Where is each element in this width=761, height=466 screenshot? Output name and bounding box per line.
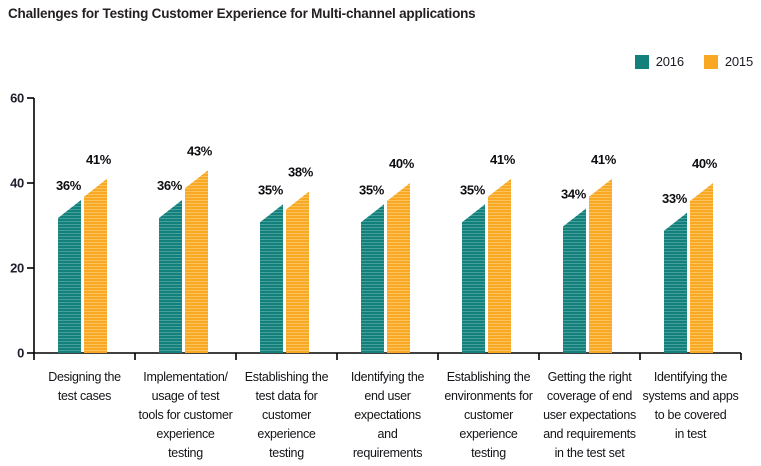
value-label-2016-1: 36% [157, 178, 183, 193]
value-label-2015-4: 41% [490, 152, 516, 167]
bar-2016-4 [462, 204, 485, 353]
value-label-2015-0: 41% [86, 152, 112, 167]
category-label-5: Getting the right coverage of end user exp… [543, 370, 636, 460]
bar-2015-6 [690, 183, 713, 353]
legend-label: 2016 [655, 54, 684, 69]
legend-item-2015: 2015 [703, 54, 753, 69]
chart-title: Challenges for Testing Customer Experien… [8, 6, 476, 21]
bar-2016-0 [58, 200, 81, 353]
value-label-2016-3: 35% [359, 182, 385, 197]
legend-item-2016: 2016 [634, 54, 684, 69]
category-label-3: Identifying the end user expectations and re… [351, 370, 425, 460]
bar-2015-1 [185, 170, 208, 353]
value-label-2016-5: 34% [561, 187, 587, 202]
bar-2016-6 [664, 212, 687, 353]
category-label-0: Designing the test cases [48, 370, 121, 403]
legend-swatch-2015 [703, 54, 718, 69]
value-label-2016-0: 36% [56, 178, 82, 193]
category-label-6: Identifying the systems and apps to be cov… [643, 370, 739, 441]
bar-2015-3 [387, 183, 410, 353]
category-label-4: Establishing the environments for customer… [444, 370, 532, 460]
legend: 2016 2015 [634, 54, 753, 69]
value-label-2015-3: 40% [389, 156, 415, 171]
bar-2015-5 [589, 178, 612, 353]
value-label-2015-5: 41% [591, 152, 617, 167]
y-tick-label-20: 20 [10, 261, 24, 276]
bar-2016-3 [361, 204, 384, 353]
legend-swatch-2016 [634, 54, 649, 69]
value-label-2015-6: 40% [692, 156, 718, 171]
value-label-2016-4: 35% [460, 182, 486, 197]
bar-2016-5 [563, 208, 586, 353]
bar-2016-2 [260, 204, 283, 353]
y-tick-label-40: 40 [10, 176, 24, 191]
bar-2015-0 [84, 178, 107, 353]
bar-2015-2 [286, 191, 309, 353]
y-tick-label-60: 60 [10, 91, 24, 106]
value-label-2015-1: 43% [187, 143, 213, 158]
category-label-1: Implementation/usage of test tools for cu… [139, 370, 233, 460]
value-label-2016-2: 35% [258, 182, 284, 197]
bar-2016-1 [159, 200, 182, 353]
bar-2015-4 [488, 178, 511, 353]
legend-label: 2015 [724, 54, 753, 69]
value-label-2016-6: 33% [662, 191, 688, 206]
category-label-2: Establishing the test data for customer exp… [245, 370, 329, 460]
value-label-2015-2: 38% [288, 165, 314, 180]
y-tick-label-0: 0 [17, 346, 24, 361]
